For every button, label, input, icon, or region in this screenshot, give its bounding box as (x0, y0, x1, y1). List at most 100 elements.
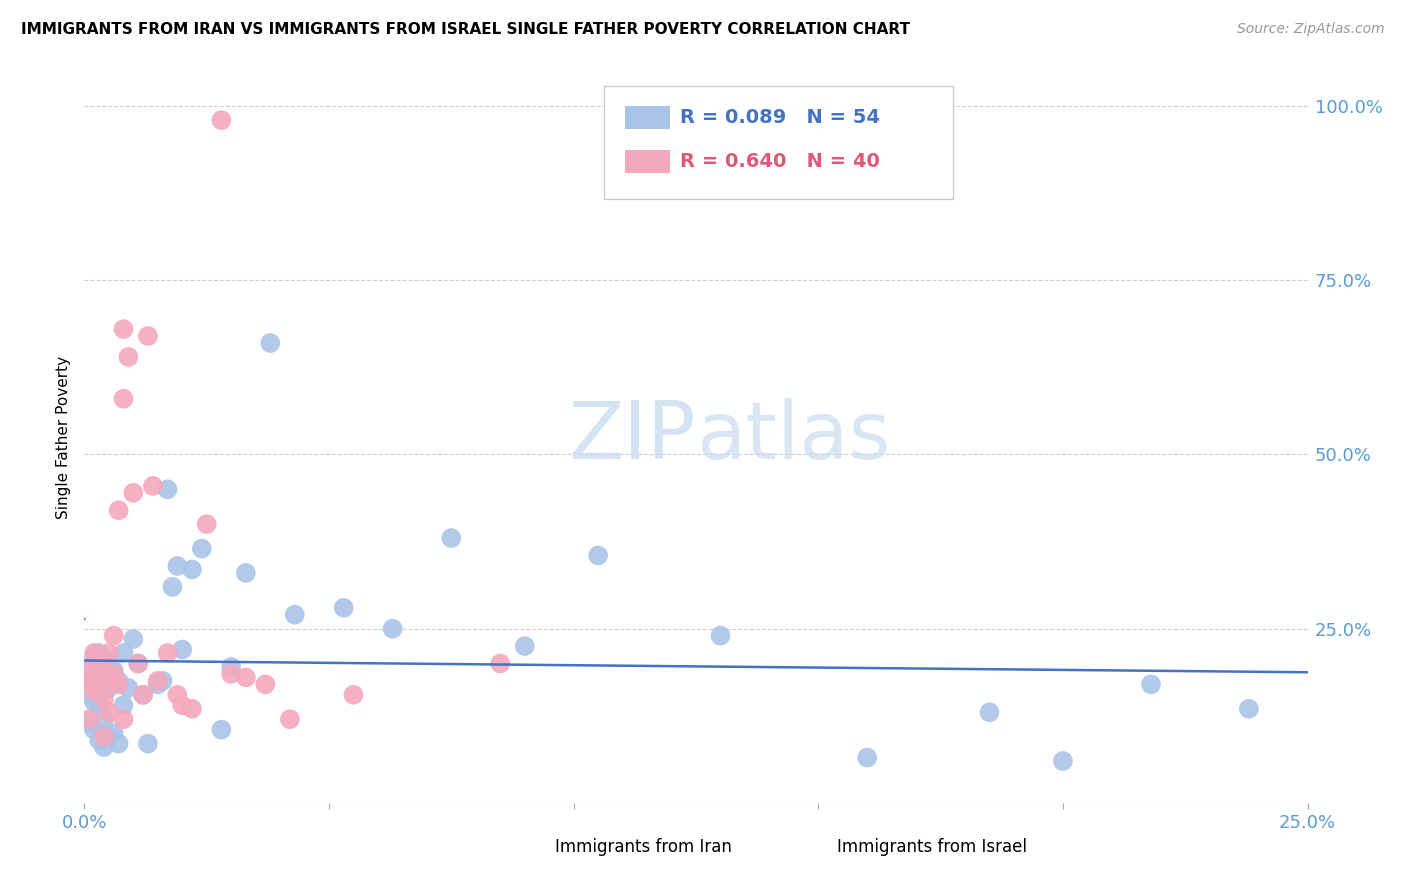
Point (122, 632, 145, 646)
Point (103, 667, 125, 681)
Text: Source: ZipAtlas.com: Source: ZipAtlas.com (1237, 22, 1385, 37)
Point (166, 688, 188, 702)
Text: IMMIGRANTS FROM IRAN VS IMMIGRANTS FROM ISRAEL SINGLE FATHER POVERTY CORRELATION: IMMIGRANTS FROM IRAN VS IMMIGRANTS FROM … (21, 22, 910, 37)
Point (209, 113, 232, 128)
Point (342, 688, 364, 702)
Point (87, 670, 110, 684)
Point (83, 723, 105, 737)
Point (93, 667, 115, 681)
FancyBboxPatch shape (512, 838, 548, 855)
Point (219, 660, 242, 674)
Point (103, 664, 125, 678)
Point (127, 657, 149, 671)
Point (254, 677, 277, 691)
Point (172, 698, 194, 713)
Point (83, 695, 105, 709)
Point (83, 649, 105, 664)
Point (1140, 677, 1163, 691)
Point (259, 336, 281, 351)
Point (87, 733, 110, 747)
Point (97, 681, 120, 695)
Text: Immigrants from Israel: Immigrants from Israel (837, 838, 1026, 855)
Point (87, 698, 110, 713)
Point (440, 531, 463, 545)
Point (146, 677, 169, 691)
Point (103, 629, 125, 643)
Point (87, 673, 110, 688)
Point (77, 715, 100, 730)
Point (136, 329, 159, 343)
Point (87, 646, 110, 660)
Point (122, 485, 145, 500)
Point (112, 646, 135, 660)
Point (181, 562, 204, 576)
Point (103, 726, 125, 740)
Text: R = 0.640   N = 40: R = 0.640 N = 40 (681, 152, 880, 171)
FancyBboxPatch shape (626, 150, 671, 173)
Point (93, 653, 115, 667)
Point (117, 681, 139, 695)
Point (132, 688, 155, 702)
Point (77, 712, 100, 726)
Point (83, 646, 105, 660)
Point (107, 737, 129, 751)
Point (166, 558, 188, 573)
Point (146, 673, 169, 688)
Point (112, 322, 135, 336)
Point (112, 698, 135, 713)
Point (181, 702, 204, 716)
Point (278, 712, 301, 726)
FancyBboxPatch shape (793, 838, 830, 855)
Point (219, 667, 242, 681)
Point (77, 673, 100, 688)
Point (284, 607, 307, 622)
Y-axis label: Single Father Poverty: Single Father Poverty (56, 356, 72, 518)
Point (93, 730, 115, 744)
Point (77, 688, 100, 702)
Point (77, 667, 100, 681)
Point (979, 705, 1001, 719)
Point (112, 712, 135, 726)
Point (152, 673, 174, 688)
Point (489, 657, 512, 671)
FancyBboxPatch shape (626, 106, 671, 129)
Point (235, 566, 257, 580)
Point (856, 750, 879, 764)
Point (97, 646, 120, 660)
Text: ZIP: ZIP (568, 398, 696, 476)
Point (1237, 702, 1260, 716)
Point (77, 660, 100, 674)
Point (107, 677, 129, 691)
Point (87, 657, 110, 671)
Point (191, 541, 214, 556)
Point (77, 677, 100, 691)
Point (83, 667, 105, 681)
Point (172, 642, 194, 657)
Point (97, 673, 120, 688)
Point (97, 705, 120, 719)
Point (709, 629, 731, 643)
Point (127, 657, 149, 671)
Point (107, 503, 129, 517)
Point (381, 622, 404, 636)
Point (156, 646, 179, 660)
Point (83, 660, 105, 674)
Text: R = 0.089   N = 54: R = 0.089 N = 54 (681, 108, 880, 127)
Point (117, 350, 139, 364)
Point (83, 684, 105, 698)
Point (156, 483, 179, 497)
Point (107, 673, 129, 688)
Point (513, 639, 536, 653)
Point (132, 688, 155, 702)
Point (112, 392, 135, 406)
Text: atlas: atlas (696, 398, 890, 476)
Point (195, 517, 218, 532)
Point (93, 691, 115, 706)
Point (97, 730, 120, 744)
Point (142, 479, 165, 493)
Point (136, 737, 159, 751)
Point (93, 740, 115, 755)
Text: Immigrants from Iran: Immigrants from Iran (555, 838, 733, 855)
Point (586, 549, 609, 563)
Point (97, 657, 120, 671)
